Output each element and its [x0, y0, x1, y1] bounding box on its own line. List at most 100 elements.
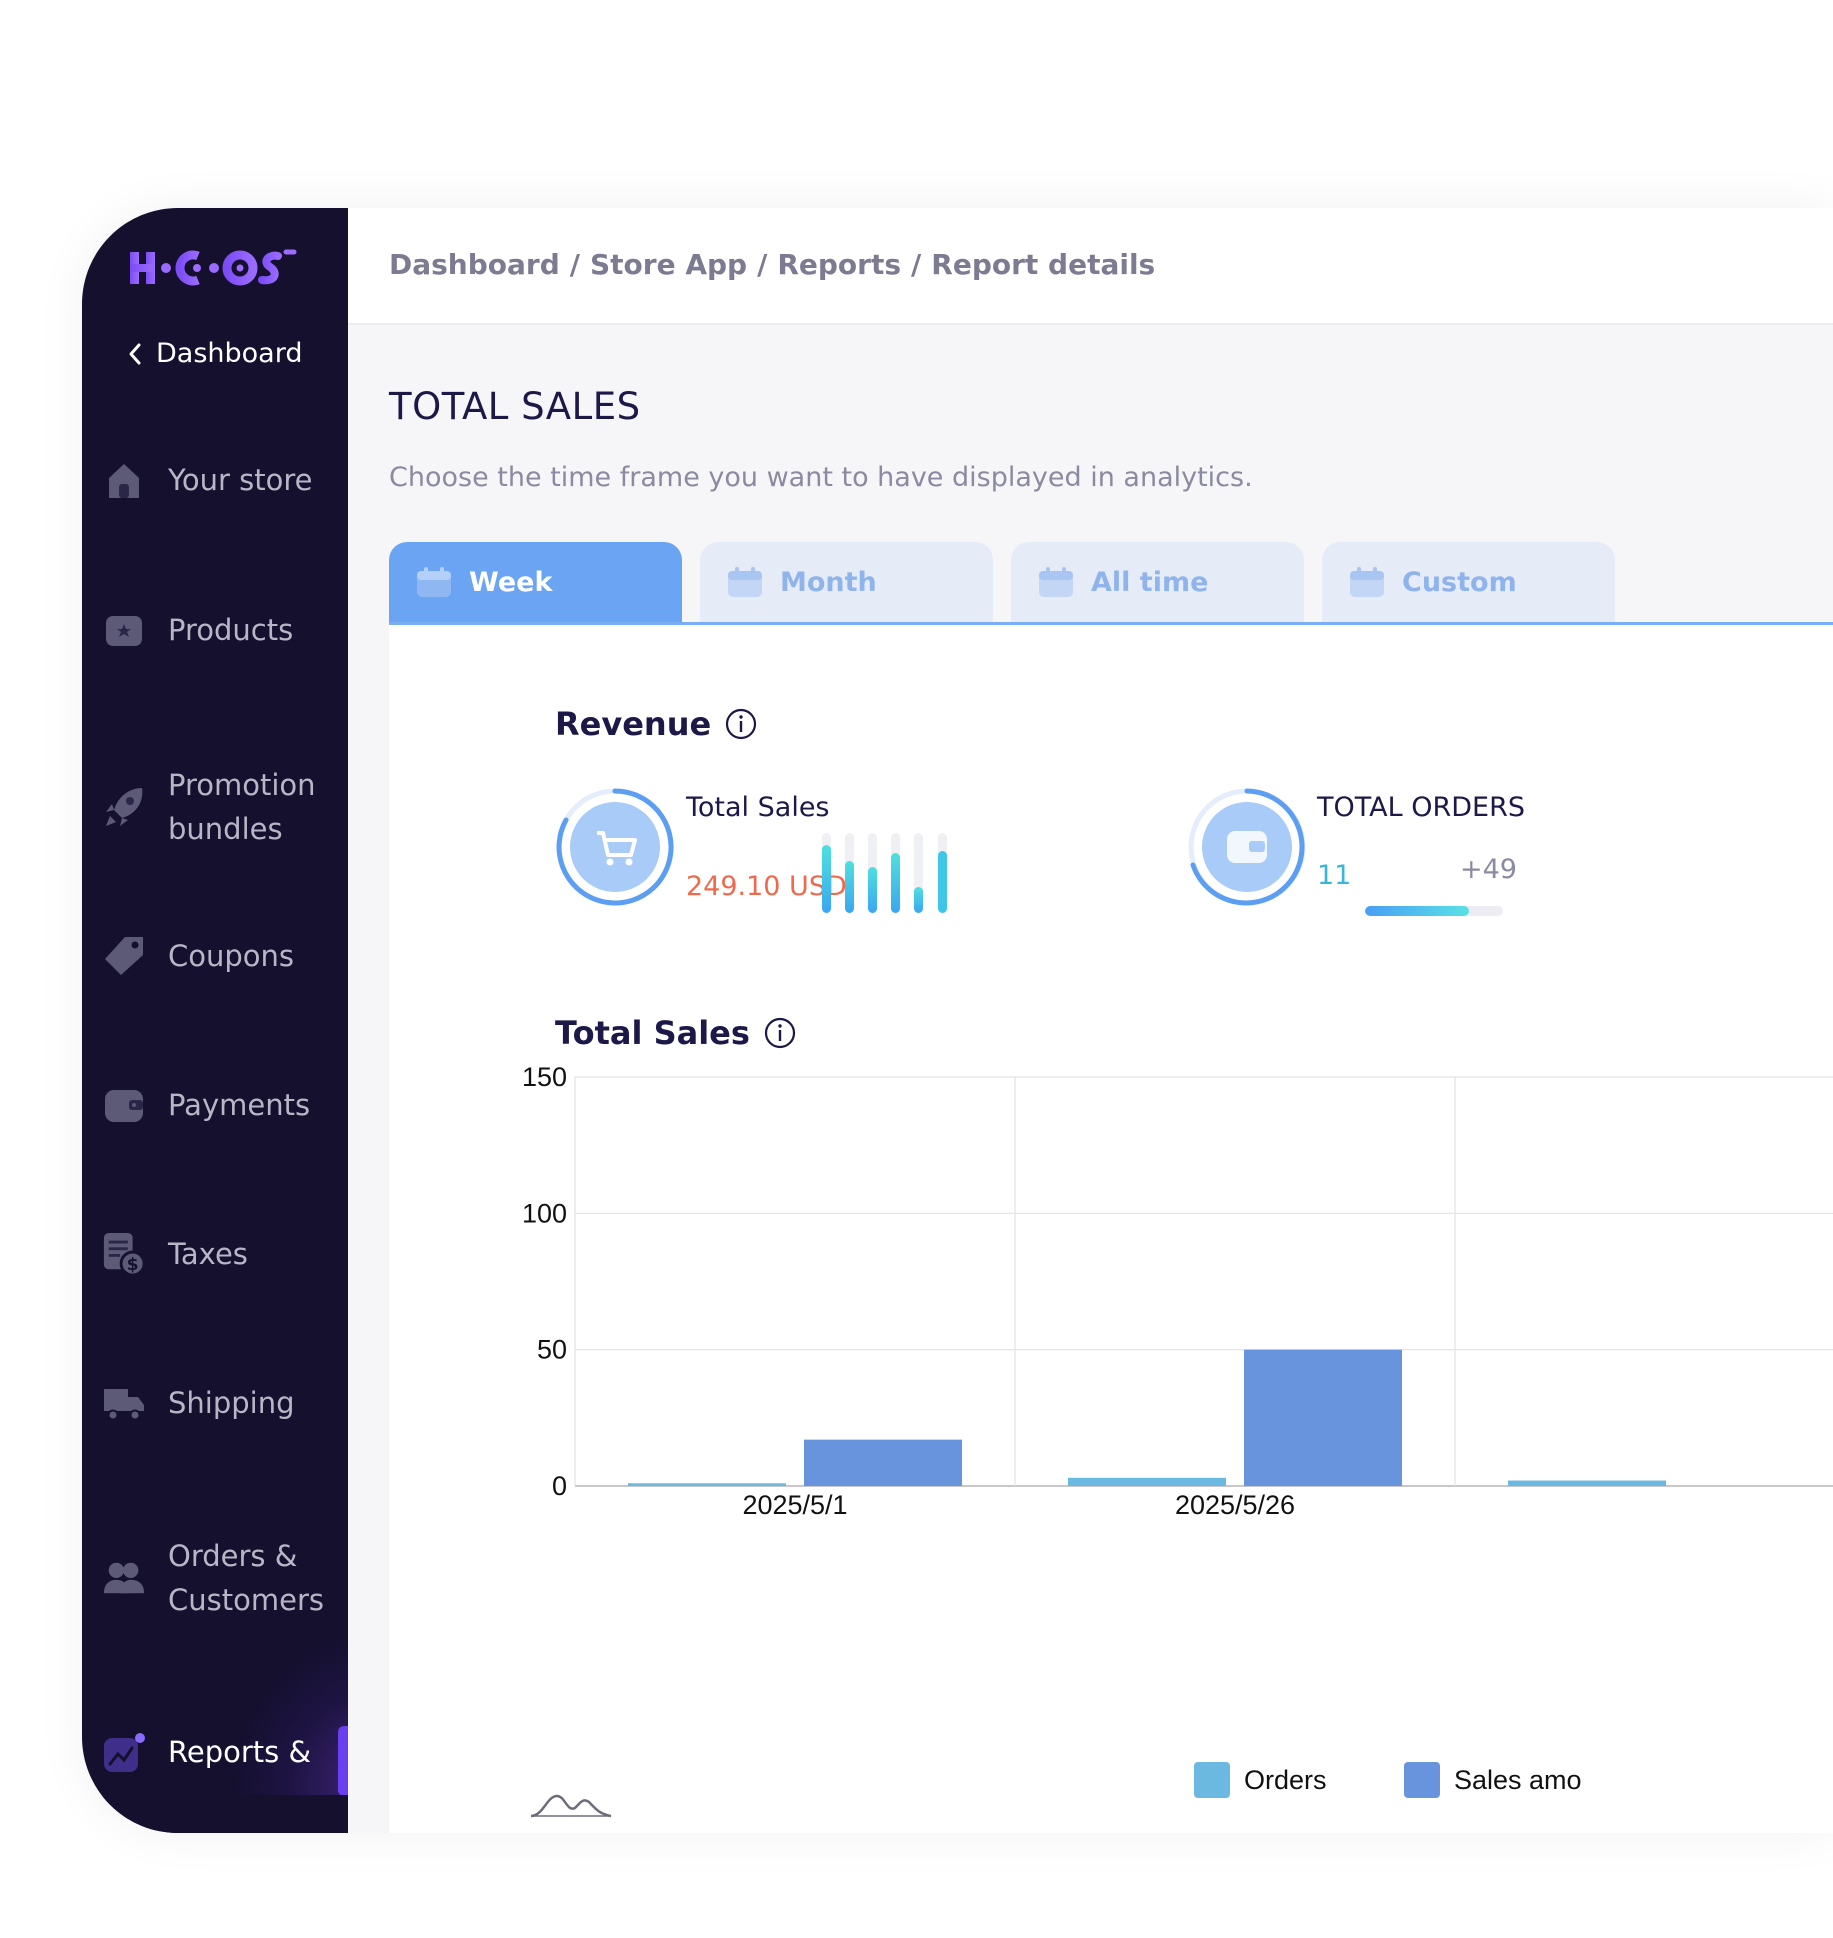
sidebar-item-taxes[interactable]: $ Taxes: [102, 1230, 348, 1278]
sidebar-item-label: Coupons: [168, 939, 295, 973]
y-tick-label: 50: [537, 1335, 567, 1365]
legend-orders[interactable]: Orders: [1194, 1762, 1327, 1798]
house-icon: [102, 456, 146, 504]
tab-month[interactable]: Month: [700, 542, 993, 622]
main-content: TOTAL SALES Choose the time frame you wa…: [348, 325, 1833, 1833]
legend-label-orders: Orders: [1244, 1764, 1327, 1795]
rocket-icon: [102, 783, 146, 831]
page-subtitle: Choose the time frame you want to have d…: [389, 462, 1253, 493]
wallet-icon: [102, 1081, 146, 1129]
orders-wallet-ring-icon: [1188, 788, 1306, 906]
breadcrumb-separator: /: [757, 248, 768, 281]
tax-document-icon: $: [102, 1230, 146, 1278]
tab-week[interactable]: Week: [389, 542, 682, 622]
tab-label: Month: [780, 566, 877, 598]
sidebar-item-label: Your store: [168, 463, 313, 497]
orders-progress-fill: [1365, 906, 1469, 916]
sidebar-item-label: Taxes: [168, 1237, 248, 1271]
sales-cart-ring-icon: [556, 788, 674, 906]
bar-orders: [628, 1483, 786, 1486]
y-tick-label: 150: [522, 1062, 567, 1092]
page-title: TOTAL SALES: [389, 385, 641, 428]
people-icon: [102, 1554, 146, 1602]
sidebar-item-label: Promotion bundles: [168, 768, 316, 846]
sidebar-bottom-edge: [82, 1795, 348, 1833]
svg-text:$: $: [127, 1255, 139, 1275]
chart-line-icon: [102, 1728, 146, 1776]
sidebar-item-label: Payments: [168, 1088, 311, 1122]
sidebar-item-shipping[interactable]: Shipping: [102, 1379, 348, 1427]
sidebar-item-reports[interactable]: Reports &: [102, 1728, 348, 1776]
sidebar: Dashboard Your store Products Promotion …: [82, 208, 348, 1833]
breadcrumb-report-details: Report details: [931, 248, 1156, 281]
sidebar-item-your-store[interactable]: Your store: [102, 456, 348, 504]
report-card: Revenue Total Sales 249.10 USD: [389, 625, 1833, 1833]
total-sales-chart-title: Total Sales: [555, 1014, 750, 1052]
tag-icon: [102, 932, 146, 980]
product-box-icon: [102, 606, 146, 654]
total-orders-value: 11: [1317, 860, 1352, 891]
info-icon[interactable]: [725, 708, 757, 740]
logo-mark: [130, 249, 297, 286]
bar-orders: [1068, 1477, 1226, 1486]
total-sales-value: 249.10 USD: [686, 871, 847, 902]
breadcrumb-separator: /: [911, 248, 922, 281]
sidebar-item-promotion-bundles[interactable]: Promotion bundles: [102, 763, 348, 851]
total-sales-bar-chart: 0 50 100 150 2025/5/1 2025/5/26: [522, 1062, 1833, 1520]
bar-orders: [1508, 1480, 1666, 1486]
sidebar-item-label: Orders & Customers: [168, 1539, 324, 1617]
sidebar-item-orders-customers[interactable]: Orders & Customers: [102, 1534, 348, 1622]
breadcrumb-dashboard[interactable]: Dashboard: [389, 248, 560, 281]
legend-swatch-orders: [1194, 1762, 1230, 1798]
active-indicator: [338, 1726, 348, 1796]
x-tick-label: 2025/5/1: [742, 1490, 847, 1520]
back-to-dashboard-link[interactable]: Dashboard: [128, 338, 302, 369]
logo[interactable]: [128, 246, 308, 294]
tab-label: All time: [1091, 566, 1209, 598]
sales-mini-bar-chart: [822, 833, 923, 913]
wave-logo-icon: [530, 1794, 612, 1818]
sidebar-item-payments[interactable]: Payments: [102, 1081, 348, 1129]
app-window: Dashboard Your store Products Promotion …: [82, 208, 1833, 1833]
legend-label-sales-amount: Sales amo: [1454, 1764, 1582, 1795]
total-orders-label: TOTAL ORDERS: [1317, 792, 1525, 823]
x-tick-label: 2025/5/26: [1175, 1490, 1295, 1520]
calendar-icon: [1039, 567, 1073, 597]
breadcrumb-store-app[interactable]: Store App: [590, 248, 748, 281]
tab-all-time[interactable]: All time: [1011, 542, 1304, 622]
calendar-icon: [1350, 567, 1384, 597]
chevron-left-icon: [129, 343, 141, 364]
bar-sales-amo: [1244, 1349, 1402, 1486]
back-link-label: Dashboard: [156, 338, 303, 369]
tab-label: Custom: [1402, 566, 1517, 598]
y-tick-label: 100: [522, 1198, 567, 1228]
sidebar-item-label: Shipping: [168, 1386, 295, 1420]
truck-icon: [102, 1379, 146, 1427]
y-tick-label: 0: [552, 1471, 567, 1501]
sidebar-item-label: Reports &: [168, 1735, 312, 1769]
orders-progress-bar: [1365, 906, 1503, 916]
sidebar-item-coupons[interactable]: Coupons: [102, 932, 348, 980]
bar-sales-amo: [804, 1439, 962, 1486]
tab-custom[interactable]: Custom: [1322, 542, 1615, 622]
calendar-icon: [728, 567, 762, 597]
time-frame-tabs: Week Month All time Custom: [389, 542, 1833, 625]
breadcrumb: Dashboard / Store App / Reports / Report…: [389, 248, 1155, 281]
info-icon[interactable]: [764, 1017, 796, 1049]
breadcrumb-separator: /: [569, 248, 580, 281]
total-sales-label: Total Sales: [686, 792, 830, 823]
breadcrumb-reports[interactable]: Reports: [777, 248, 902, 281]
total-sales-heading: Total Sales: [555, 1014, 796, 1052]
calendar-icon: [417, 567, 451, 597]
tab-label: Week: [469, 566, 553, 598]
sidebar-item-products[interactable]: Products: [102, 606, 348, 654]
tabs-underline: [389, 622, 1833, 625]
revenue-title: Revenue: [555, 705, 712, 743]
sales-mini-bar: [938, 833, 947, 913]
sidebar-item-label: Products: [168, 613, 294, 647]
total-orders-delta: +49: [1460, 854, 1517, 885]
legend-sales-amount[interactable]: Sales amo: [1404, 1762, 1582, 1798]
legend-swatch-sales-amount: [1404, 1762, 1440, 1798]
revenue-heading: Revenue: [555, 705, 757, 743]
top-bar: Dashboard / Store App / Reports / Report…: [348, 208, 1833, 325]
